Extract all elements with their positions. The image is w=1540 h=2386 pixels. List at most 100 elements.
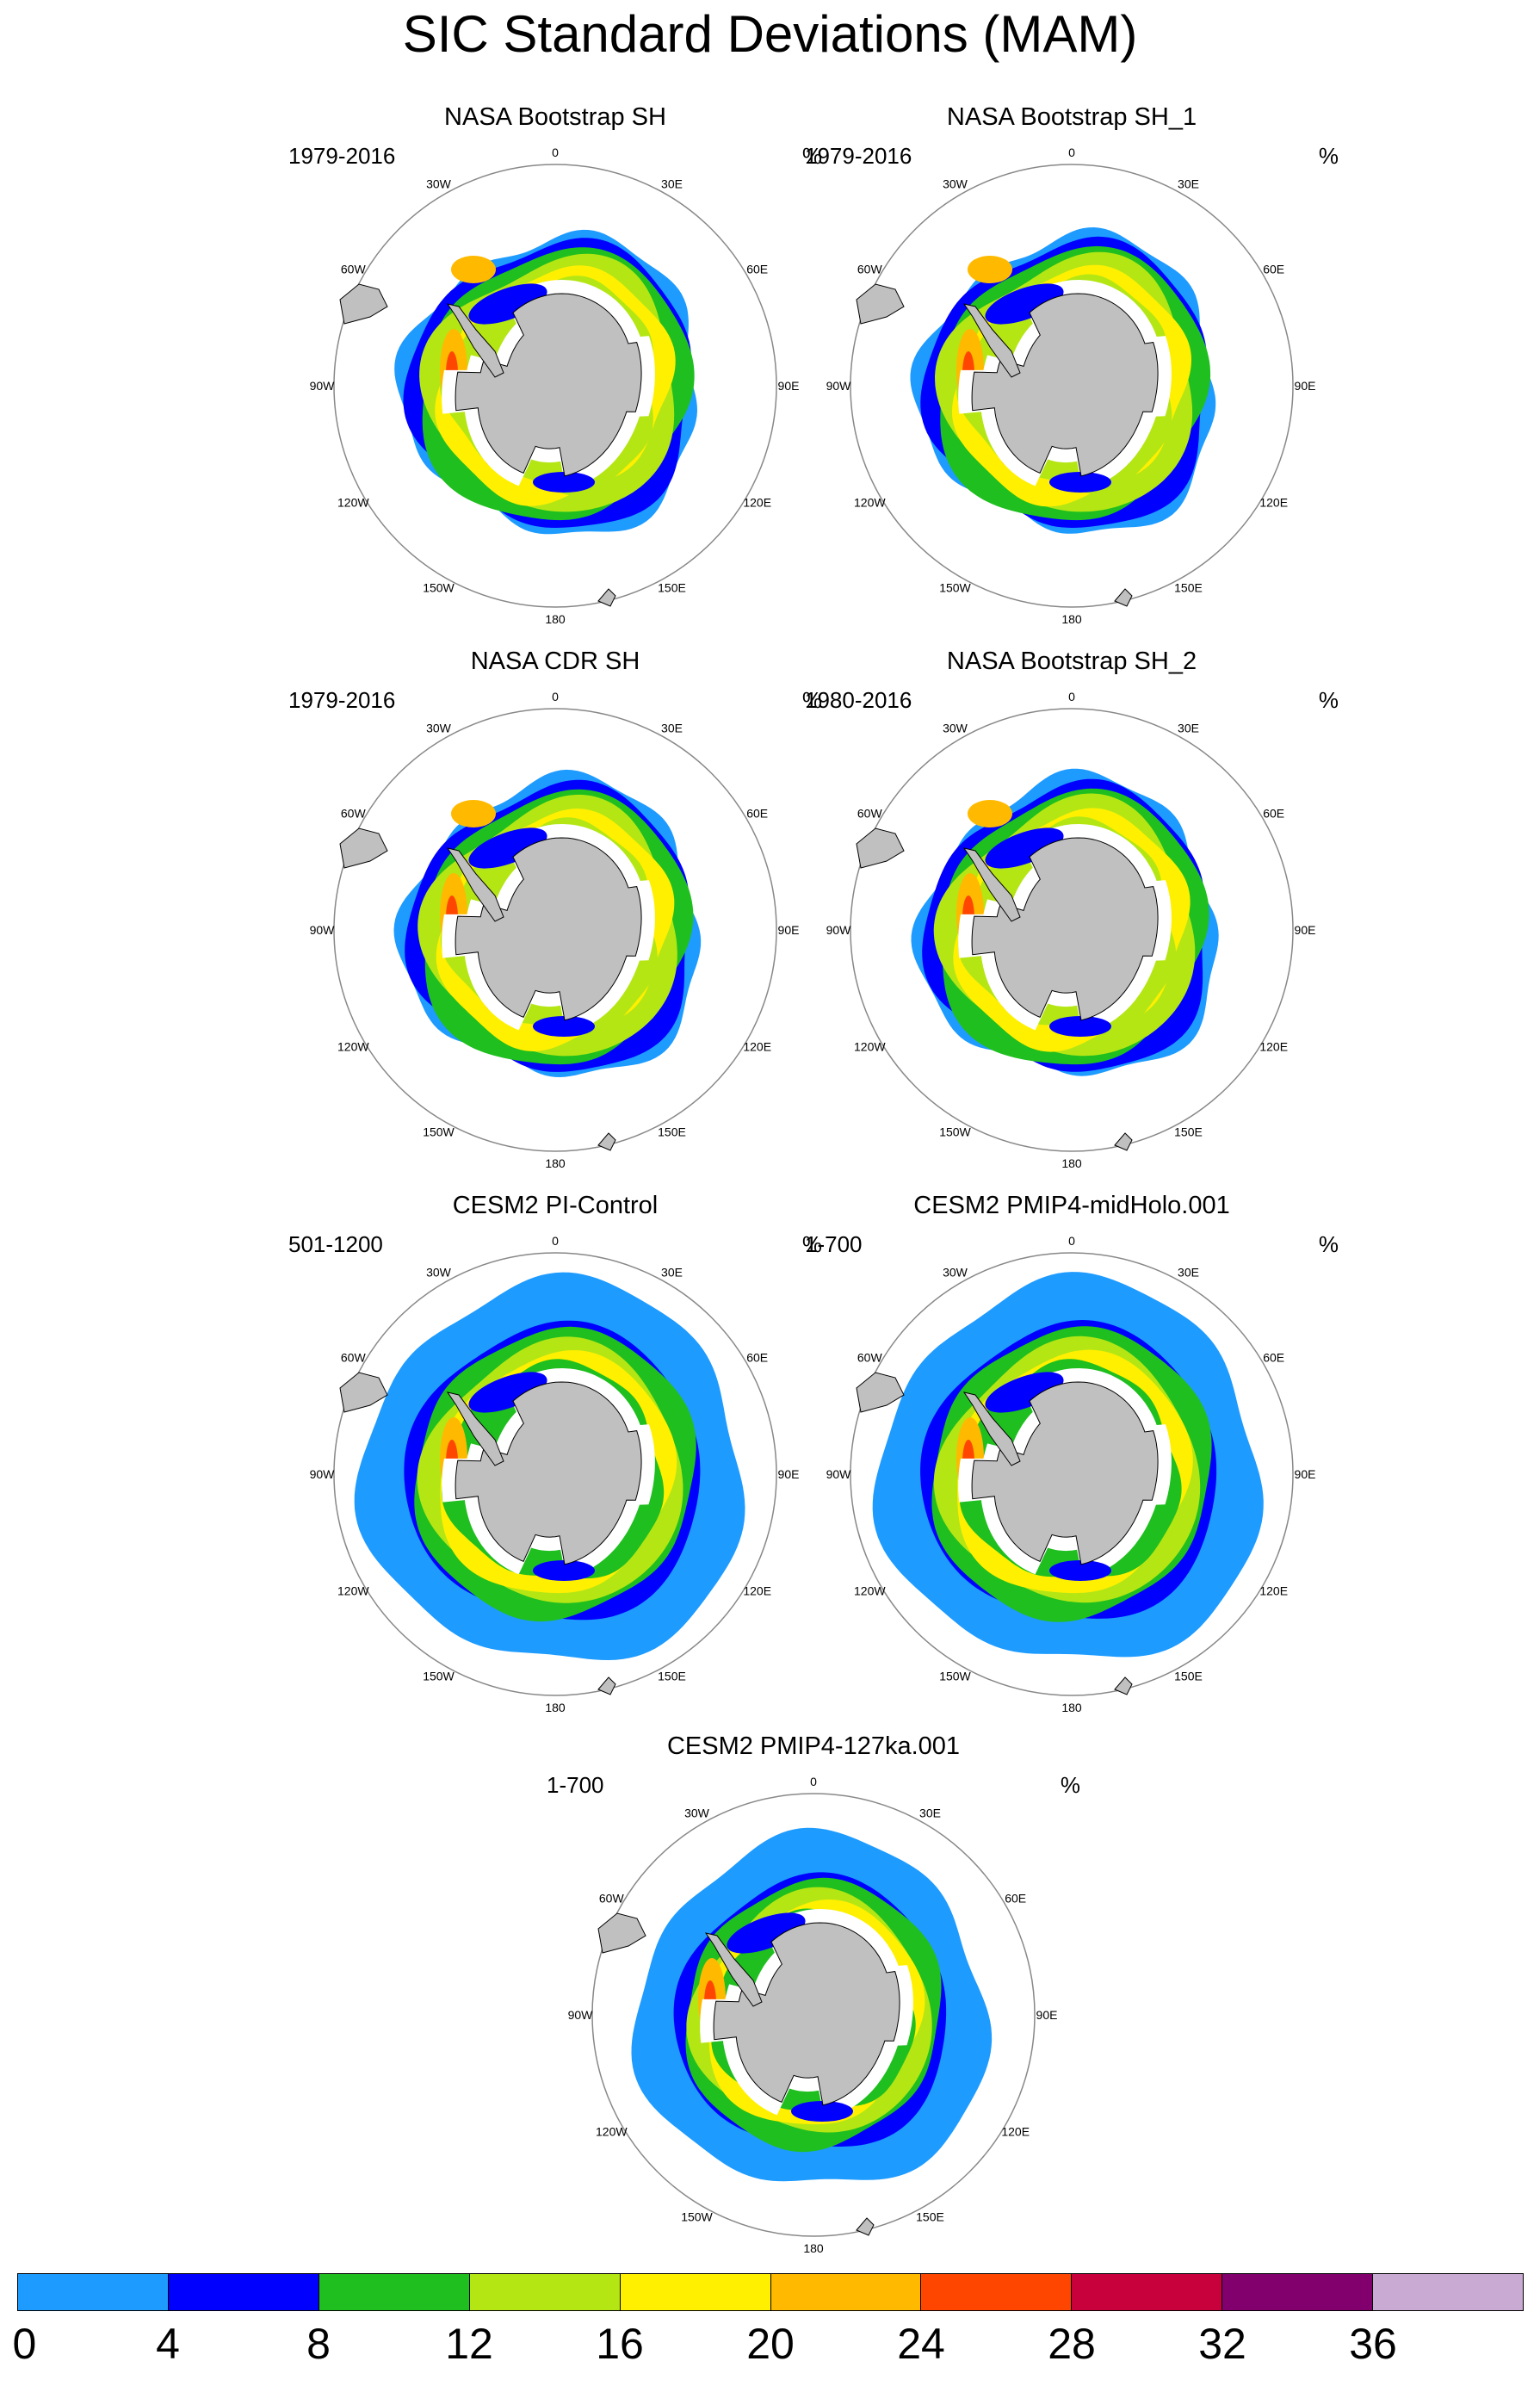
longitude-label: 90W (310, 1467, 336, 1481)
antarctic-peninsula (446, 303, 504, 378)
longitude-label: 60W (857, 263, 883, 276)
new-zealand-land (856, 2217, 875, 2236)
longitude-label: 60W (857, 1351, 883, 1365)
colorbar-tick-label: 36 (1349, 2320, 1397, 2368)
longitude-label: 30W (426, 721, 452, 734)
longitude-label: 150W (681, 2210, 713, 2224)
south-america-land (339, 1372, 388, 1413)
south-america-land (856, 827, 905, 869)
longitude-label: 180 (1061, 1701, 1082, 1714)
longitude-label: 150W (423, 1125, 455, 1139)
longitude-label: 60E (1263, 1351, 1284, 1365)
panel-title: NASA Bootstrap SH_1 (946, 103, 1197, 131)
map-panel: NASA CDR SH 1979-2016 % 0 30E 60E 90E 120E 15… (288, 646, 822, 1180)
antarctica-land (455, 293, 642, 477)
longitude-label: 90W (826, 379, 852, 393)
longitude-label: 150E (1174, 581, 1203, 595)
south-america-land (856, 1372, 905, 1413)
longitude-label: 120E (743, 1584, 771, 1598)
longitude-label: 60W (341, 263, 367, 276)
longitude-label: 60E (1263, 807, 1284, 821)
ross-sea-band (1049, 1016, 1111, 1037)
colorbar: 0 4 8 12 16 20 24 28 32 36 (12, 2273, 1524, 2386)
antarctica-land (455, 837, 642, 1021)
longitude-label: 120W (337, 1584, 369, 1598)
map-panel: NASA Bootstrap SH_2 1980-2016 % 0 30E 60E 9… (805, 646, 1339, 1180)
longitude-label: 120E (1259, 1040, 1288, 1054)
longitude-label: 90W (568, 2008, 594, 2022)
longitude-label: 90E (1295, 1467, 1316, 1481)
polar-map: 0 30E 60E 90E 120E 150E 180 150W 120W 90W 60W 30W (310, 1234, 800, 1714)
longitude-label: 60E (746, 263, 768, 276)
antarctica-land (971, 293, 1159, 477)
longitude-label: 90E (778, 379, 800, 393)
ross-sea-band (533, 1016, 595, 1037)
polar-map: 0 30E 60E 90E 120E 150E 180 150W 120W 90W 60W 30W (568, 1775, 1058, 2255)
polar-map: 0 30E 60E 90E 120E 150E 180 150W 120W 90W 60W 30W (310, 146, 800, 626)
longitude-label: 60W (857, 807, 883, 821)
panel-period: 1-700 (805, 1231, 863, 1257)
longitude-label: 0 (810, 1775, 817, 1788)
longitude-label: 30E (661, 177, 683, 190)
longitude-label: 0 (1068, 146, 1075, 159)
longitude-label: 30E (661, 721, 683, 734)
longitude-label: 120W (854, 496, 886, 510)
panel-period: 1979-2016 (288, 687, 396, 713)
colorbar-bin-1 (168, 2274, 319, 2310)
new-zealand-land (1114, 588, 1133, 607)
colorbar-bin-8 (1222, 2274, 1374, 2310)
longitude-label: 30W (943, 1265, 968, 1279)
panel-period: 1980-2016 (805, 687, 912, 713)
longitude-label: 150E (658, 1125, 686, 1139)
new-zealand-land (597, 1132, 616, 1151)
longitude-label: 30W (943, 721, 968, 734)
longitude-label: 30E (1178, 721, 1199, 734)
panel-title: CESM2 PMIP4-127ka.001 (666, 1732, 961, 1760)
south-america-land (597, 1912, 646, 1954)
longitude-label: 30E (1178, 1265, 1199, 1279)
polar-map: 0 30E 60E 90E 120E 150E 180 150W 120W 90W 60W 30W (826, 690, 1316, 1170)
longitude-label: 90W (826, 1467, 852, 1481)
longitude-label: 180 (545, 1701, 566, 1714)
figure-title: SIC Standard Deviations (MAM) (402, 5, 1138, 63)
weddell-sea-band (985, 827, 1064, 869)
longitude-label: 150E (1174, 1125, 1203, 1139)
weddell-sea-band (468, 827, 547, 869)
longitude-label: 150E (658, 581, 686, 595)
longitude-label: 90E (1295, 379, 1316, 393)
longitude-label: 0 (1068, 690, 1075, 703)
polar-map: 0 30E 60E 90E 120E 150E 180 150W 120W 90W 60W 30W (826, 146, 1316, 626)
map-panel: CESM2 PI-Control 501-1200 % 0 30E 60E 90E 12… (288, 1190, 822, 1724)
longitude-label: 30W (426, 1265, 452, 1279)
ross-sea-band (533, 1560, 595, 1581)
longitude-label: 150W (939, 1670, 971, 1683)
longitude-label: 90W (310, 379, 336, 393)
longitude-label: 120E (743, 1040, 771, 1054)
longitude-label: 0 (552, 1234, 559, 1248)
panel-period: 1979-2016 (805, 143, 912, 169)
panel-title: NASA Bootstrap SH (444, 103, 666, 131)
colorbar-bin-3 (469, 2274, 621, 2310)
longitude-label: 120E (1259, 1584, 1288, 1598)
ross-sea-band (791, 2101, 853, 2122)
panel-title: NASA CDR SH (470, 648, 640, 675)
longitude-label: 30W (943, 177, 968, 190)
longitude-label: 180 (545, 612, 566, 626)
longitude-label: 60E (746, 1351, 768, 1365)
longitude-label: 0 (1068, 1234, 1075, 1248)
colorbar-bin-7 (1072, 2274, 1223, 2310)
map-panel: NASA Bootstrap SH_1 1979-2016 % 0 30E 60E 9… (805, 102, 1339, 635)
colorbar-bin-4 (620, 2274, 771, 2310)
colorbar-bin-6 (921, 2274, 1073, 2310)
weddell-sea-band (468, 1372, 547, 1413)
longitude-label: 30W (684, 1806, 710, 1819)
south-america-land (339, 827, 388, 869)
longitude-label: 120E (1001, 2125, 1030, 2139)
map-panel: NASA Bootstrap SH 1979-2016 % 0 30E 60E 90E… (288, 102, 822, 635)
longitude-label: 180 (545, 1156, 566, 1170)
colorbar-tick-label: 16 (596, 2320, 644, 2368)
colorbar-bin-9 (1373, 2274, 1524, 2310)
longitude-label: 30E (1178, 177, 1199, 190)
longitude-label: 90E (778, 1467, 800, 1481)
longitude-label: 90E (778, 923, 800, 937)
